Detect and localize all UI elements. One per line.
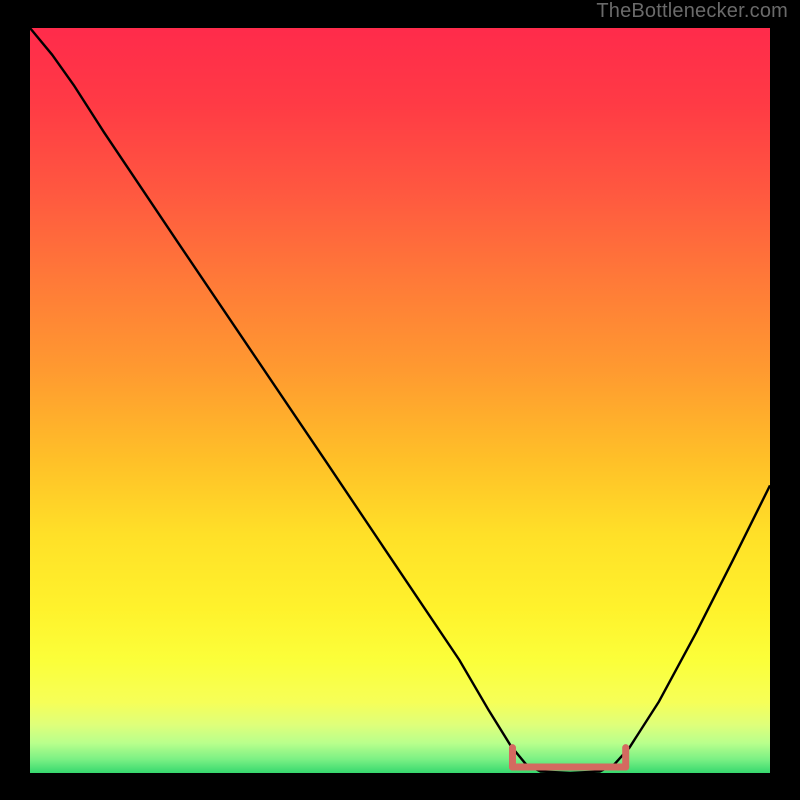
gradient-background <box>30 28 770 773</box>
bottleneck-plot <box>30 28 770 773</box>
chart-frame: TheBottlenecker.com <box>0 0 800 800</box>
watermark-text: TheBottlenecker.com <box>596 0 788 23</box>
